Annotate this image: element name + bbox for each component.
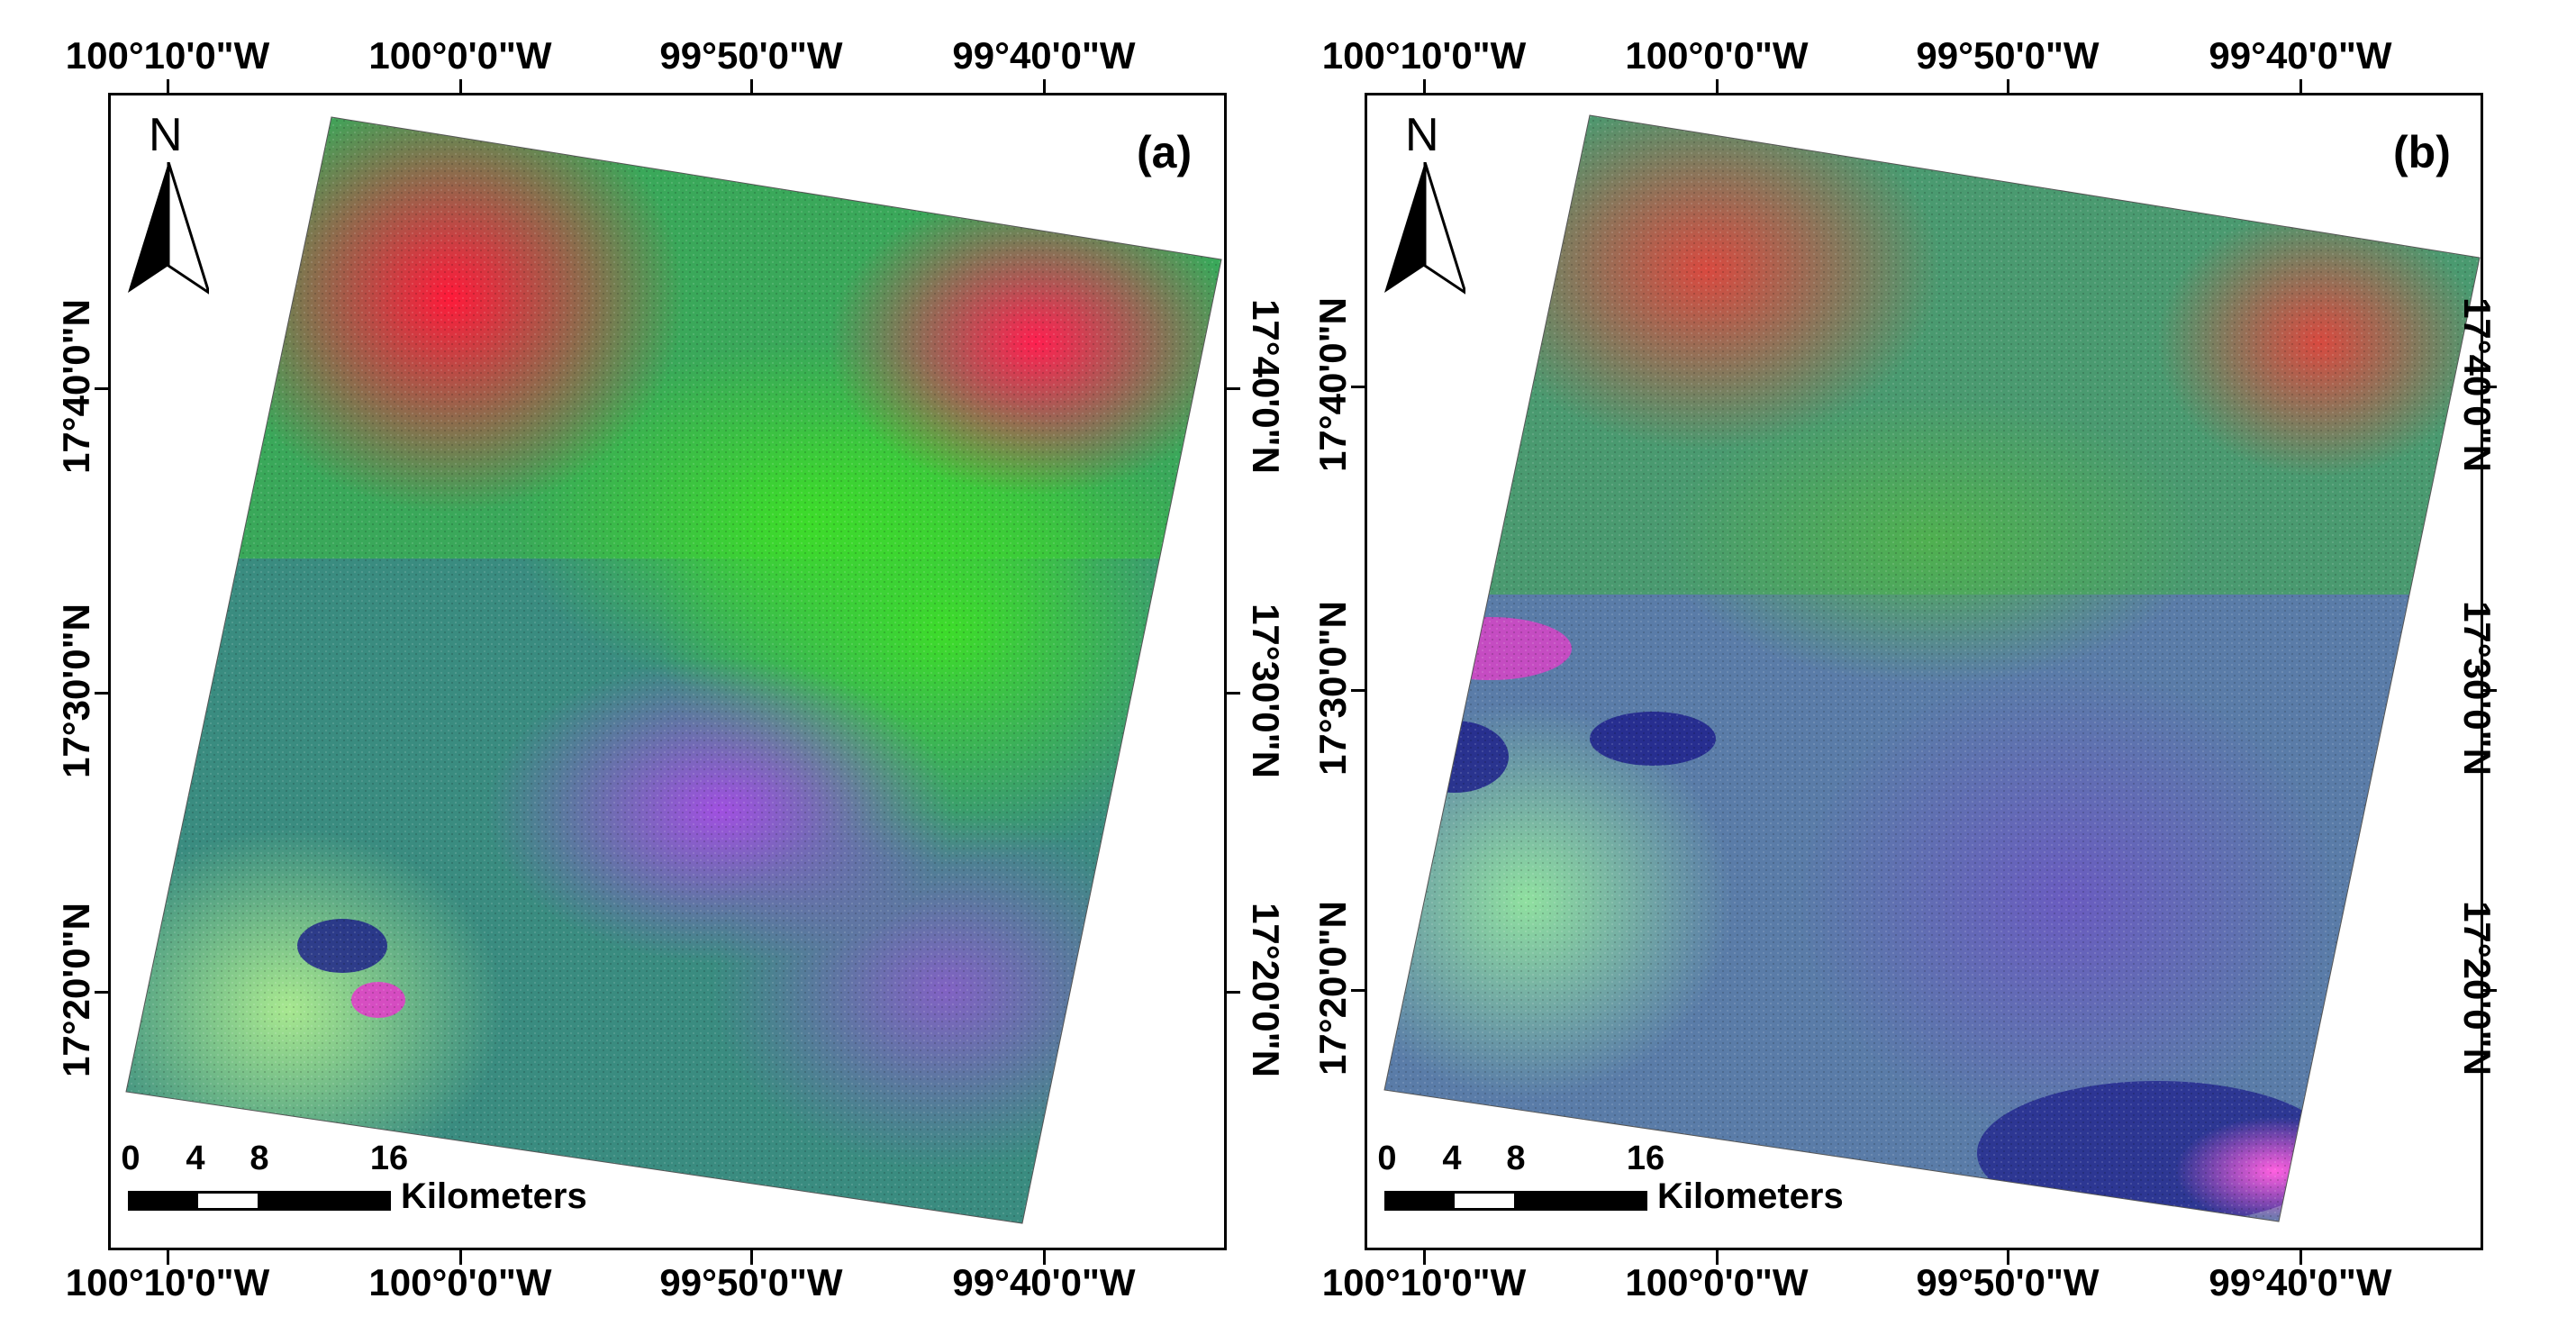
tick-mark: [167, 79, 169, 94]
panel-label: (a): [1137, 127, 1193, 177]
lon-label-bottom: 100°0'0"W: [368, 1261, 552, 1303]
scale-tick-label: 16: [369, 1140, 409, 1177]
map-panel-a: 100°10'0"W 100°0'0"W 99°50'0"W 99°40'0"W…: [55, 34, 1287, 1303]
lat-label-left: 17°20'0"N: [1311, 901, 1354, 1076]
tick-mark: [1226, 387, 1240, 390]
scale-bar-segment: [128, 1191, 195, 1211]
lat-label-right: 17°30'0"N: [2456, 601, 2499, 776]
tick-mark: [95, 991, 109, 994]
lon-label-top: 99°50'0"W: [659, 34, 843, 77]
scale-bar-segment: [195, 1191, 260, 1211]
scale-tick-label: 4: [186, 1140, 205, 1177]
lon-label-top: 99°50'0"W: [1916, 34, 2100, 77]
satellite-image: [125, 116, 1222, 1224]
lon-label-bottom: 99°50'0"W: [1916, 1261, 2100, 1303]
scale-unit: Kilometers: [1657, 1176, 1844, 1216]
lat-label-left: 17°40'0"N: [1311, 297, 1354, 472]
lon-label-bottom: 99°50'0"W: [659, 1261, 843, 1303]
tick-mark: [1423, 79, 1426, 94]
lat-label-left: 17°30'0"N: [1311, 601, 1354, 776]
scale-tick-label: 4: [1442, 1140, 1462, 1177]
north-arrow-icon: [1384, 162, 1465, 295]
tick-mark: [95, 692, 109, 695]
tick-mark: [459, 79, 462, 94]
tick-mark: [1043, 1250, 1046, 1265]
tick-mark: [1226, 991, 1240, 994]
satellite-image: [1383, 114, 2481, 1222]
scale-bar-segment: [1452, 1191, 1517, 1211]
tick-mark: [1351, 989, 1365, 992]
scale-tick-label: 8: [1506, 1140, 1526, 1177]
tick-mark: [1351, 386, 1365, 388]
lat-label-left: 17°40'0"N: [55, 299, 97, 474]
tick-mark: [2299, 1250, 2302, 1265]
tick-mark: [750, 1250, 753, 1265]
tick-mark: [2007, 1250, 2009, 1265]
lon-label-top: 100°0'0"W: [368, 34, 552, 77]
tick-mark: [750, 79, 753, 94]
tick-mark: [2482, 386, 2497, 388]
north-label: N: [1405, 109, 1439, 161]
tick-mark: [1351, 689, 1365, 692]
lat-label-right: 17°40'0"N: [2456, 297, 2499, 472]
scale-tick-label: 0: [1377, 1140, 1397, 1177]
lon-label-top: 99°40'0"W: [2209, 34, 2392, 77]
panel-label: (b): [2393, 127, 2451, 177]
tick-mark: [167, 1250, 169, 1265]
lon-label-bottom: 99°40'0"W: [952, 1261, 1136, 1303]
tick-mark: [1716, 79, 1719, 94]
lon-label-top: 100°0'0"W: [1625, 34, 1809, 77]
lon-label-top: 99°40'0"W: [952, 34, 1136, 77]
lon-label-top: 100°10'0"W: [1321, 34, 1527, 77]
lon-label-bottom: 99°40'0"W: [2209, 1261, 2392, 1303]
scale-bar-segment: [260, 1191, 391, 1211]
map-panel-b: 100°10'0"W 100°0'0"W 99°50'0"W 99°40'0"W…: [1256, 0, 2544, 1335]
tick-mark: [1226, 692, 1240, 695]
lat-label-left: 17°20'0"N: [55, 903, 97, 1077]
lon-label-bottom: 100°10'0"W: [65, 1261, 270, 1303]
tick-mark: [1716, 1250, 1719, 1265]
tick-mark: [2007, 79, 2009, 94]
map-frame: [1365, 93, 2483, 1250]
lat-label-left: 17°30'0"N: [55, 604, 97, 778]
north-label: N: [149, 109, 183, 161]
tick-mark: [2299, 79, 2302, 94]
tick-mark: [95, 387, 109, 390]
tick-mark: [1423, 1250, 1426, 1265]
map-frame: [108, 93, 1227, 1250]
tick-mark: [2482, 689, 2497, 692]
lon-label-bottom: 100°10'0"W: [1321, 1261, 1527, 1303]
scale-bar-segment: [1384, 1191, 1452, 1211]
tick-mark: [2482, 989, 2497, 992]
lon-label-bottom: 100°0'0"W: [1625, 1261, 1809, 1303]
lon-label-top: 100°10'0"W: [65, 34, 270, 77]
tick-mark: [459, 1250, 462, 1265]
scale-unit: Kilometers: [401, 1176, 587, 1216]
tick-mark: [1043, 79, 1046, 94]
north-arrow-icon: [128, 162, 209, 295]
scale-tick-label: 8: [249, 1140, 269, 1177]
scale-bar-segment: [1517, 1191, 1647, 1211]
scale-tick-label: 0: [121, 1140, 141, 1177]
lat-label-right: 17°20'0"N: [2456, 901, 2499, 1076]
scale-tick-label: 16: [1626, 1140, 1665, 1177]
